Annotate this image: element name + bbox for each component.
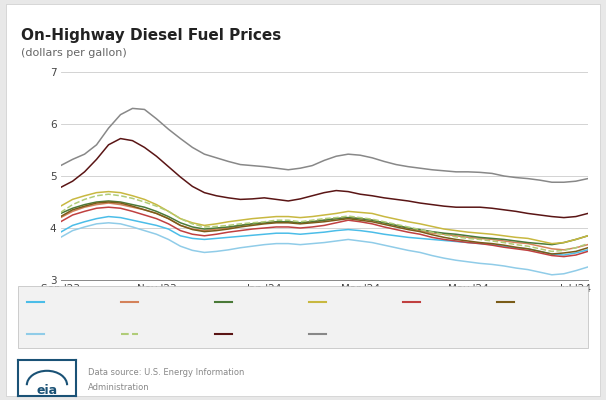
Text: East Coast: East Coast [141,298,189,306]
Text: On-Highway Diesel Fuel Prices: On-Highway Diesel Fuel Prices [21,28,281,43]
Text: Gulf Coast: Gulf Coast [47,330,95,338]
Text: California: California [329,330,372,338]
Text: West Coast: West Coast [235,330,286,338]
Text: Rocky Mountain: Rocky Mountain [141,330,213,338]
Text: Midwest: Midwest [517,298,554,306]
Text: (dollars per gallon): (dollars per gallon) [21,48,127,58]
Text: eia: eia [36,384,58,397]
Text: Administration: Administration [88,383,150,392]
Text: New England: New England [235,298,295,306]
Text: Lower Atlantic: Lower Atlantic [423,298,488,306]
Text: U.S.: U.S. [47,298,65,306]
Text: Data source: U.S. Energy Information: Data source: U.S. Energy Information [88,368,244,377]
Text: Central Atlantic: Central Atlantic [329,298,400,306]
